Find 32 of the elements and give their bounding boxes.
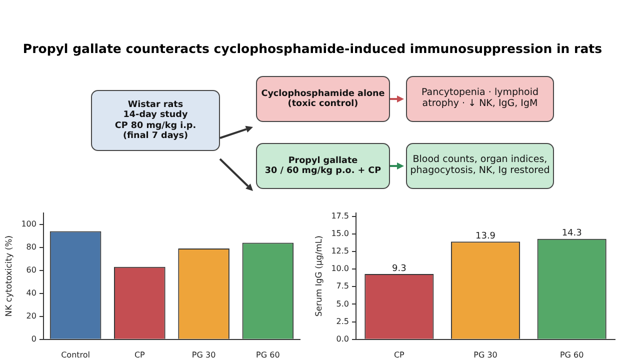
x-tick-label: Control: [61, 350, 90, 360]
x-tick-label: PG 60: [256, 350, 280, 360]
data-label: 9.3: [392, 264, 406, 274]
data-label: 13.9: [475, 231, 496, 242]
x-tick-label: PG 30: [474, 350, 498, 360]
text: Wistar rats 14-day study CP 80 mg/kg i.p. (final 7 days): [91, 90, 220, 151]
data-label: 14.3: [562, 228, 582, 239]
y-tick-label: 20: [26, 311, 36, 320]
text: Propyl gallate 30 / 60 mg/kg p.o. + CP: [256, 143, 390, 189]
y-tick-label: 12.5: [331, 246, 350, 256]
y-tick-label: 40: [26, 288, 36, 298]
y-axis-title: Serum IgG (μg/mL): [314, 236, 324, 317]
y-axis-title: NK cytotoxicity (%): [4, 235, 14, 317]
y-tick-label: 100: [21, 219, 36, 228]
x-tick-label: PG 60: [560, 350, 584, 360]
y-tick-label: 0.0: [336, 334, 350, 344]
y-tick-label: 0: [31, 334, 36, 344]
text: Pancytopenia · lymphoid atrophy · ↓ NK, IgG, IgM: [406, 76, 554, 122]
y-tick-label: 2.5: [336, 316, 350, 326]
y-tick-label: 60: [26, 265, 36, 274]
text: Propyl gallate counteracts cyclophosphamide-induced immunosuppression in rats: [22, 41, 604, 56]
y-tick-label: 80: [26, 242, 36, 252]
x-tick-label: CP: [134, 350, 146, 360]
y-tick-label: 17.5: [331, 211, 350, 220]
x-tick-label: PG 30: [192, 350, 216, 360]
y-tick-label: 15.0: [331, 228, 350, 238]
text: Blood counts, organ indices, phagocytosis, NK, Ig restored: [406, 143, 554, 189]
y-tick-label: 10.0: [331, 264, 350, 274]
x-tick-label: CP: [394, 350, 405, 360]
y-tick-label: 5.0: [336, 299, 350, 308]
y-tick-label: 7.5: [336, 282, 350, 291]
text: Cyclophosphamide alone (toxic control): [256, 76, 390, 122]
